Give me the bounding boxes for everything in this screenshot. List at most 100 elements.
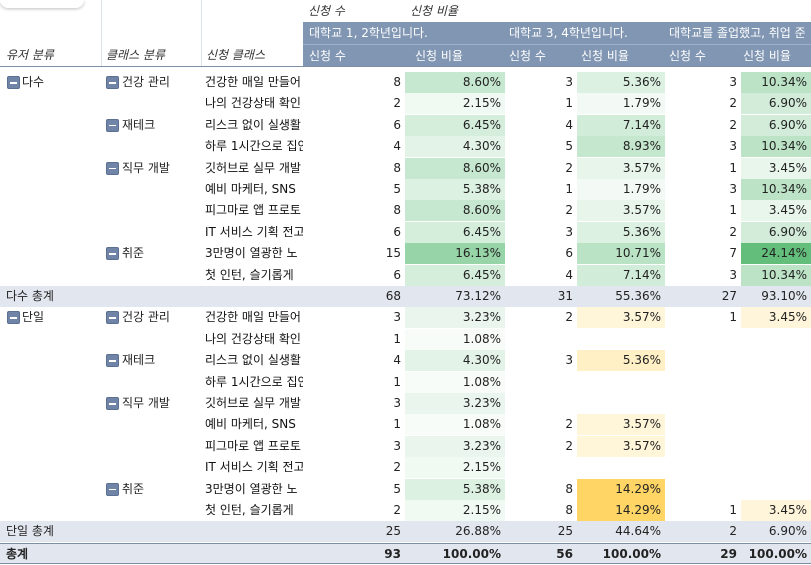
cell-g3c[interactable]	[665, 372, 741, 393]
measure-count-g3[interactable]: 신청 수	[669, 49, 706, 63]
cell-g1c[interactable]: 3	[393, 310, 401, 325]
cell-g1p[interactable]: 4.30%	[405, 350, 505, 372]
collapse-toggle-icon[interactable]	[7, 76, 20, 89]
cell-g1p[interactable]: 4.30%	[405, 136, 505, 158]
cell-g3c[interactable]: 1	[729, 160, 737, 175]
cell-g2p[interactable]: 3.57%	[577, 435, 665, 457]
cell-g1c[interactable]: 25	[385, 524, 401, 539]
cell-user[interactable]: 다수	[22, 75, 45, 89]
cell-g2p[interactable]: 100.00%	[602, 546, 661, 561]
cell-g3p[interactable]: 6.90%	[741, 93, 811, 115]
cell-g3p[interactable]	[741, 414, 811, 435]
cell-g1c[interactable]: 8	[393, 203, 401, 218]
cell-cat[interactable]: 직무 개발	[122, 396, 170, 410]
cell-g1c[interactable]: 5	[393, 481, 401, 496]
cell-g2c[interactable]: 31	[557, 289, 573, 303]
cell-g1p[interactable]: 3.23%	[405, 307, 505, 329]
cell-cls[interactable]: 피그마로 앱 프로토	[205, 438, 301, 453]
cell-g2c[interactable]	[505, 329, 577, 350]
cell-g3p[interactable]	[741, 372, 811, 393]
cell-g2c[interactable]: 2	[565, 160, 573, 175]
cell-user[interactable]: 다수 총계	[6, 289, 54, 303]
cell-g3c[interactable]	[665, 479, 741, 500]
cell-g1p[interactable]: 1.08%	[405, 371, 505, 393]
cell-g3c[interactable]	[665, 350, 741, 371]
measure-count-g1[interactable]: 신청 수	[309, 49, 346, 63]
cell-g2c[interactable]	[505, 457, 577, 478]
cell-g1c[interactable]: 6	[393, 117, 401, 132]
field-class-category[interactable]: 클래스 분류	[106, 48, 166, 62]
cell-g3p[interactable]: 10.34%	[741, 179, 811, 200]
cell-g2c[interactable]: 3	[565, 353, 573, 368]
cell-g3p[interactable]: 10.34%	[741, 264, 811, 286]
cell-g3p[interactable]: 10.34%	[741, 72, 811, 93]
cell-cls[interactable]: 깃허브로 실무 개발	[205, 396, 301, 410]
cell-g3p[interactable]	[741, 329, 811, 350]
cell-cls[interactable]: 하루 1시간으로 집안	[205, 139, 303, 154]
cell-g2p[interactable]: 55.36%	[615, 289, 661, 303]
field-user-category[interactable]: 유저 분류	[6, 48, 54, 62]
cell-cat[interactable]: 재테크	[122, 353, 156, 368]
cell-g2c[interactable]: 3	[565, 75, 573, 89]
cell-g3c[interactable]: 2	[729, 524, 737, 539]
cell-g3p[interactable]: 3.45%	[741, 307, 811, 329]
cell-g2p[interactable]	[577, 457, 665, 478]
cell-cat[interactable]: 재테크	[122, 117, 156, 132]
cell-g3p[interactable]: 3.45%	[741, 157, 811, 179]
cell-cls[interactable]: 나의 건강상태 확인	[205, 331, 301, 346]
cell-g3c[interactable]: 7	[729, 246, 737, 261]
cell-g2p[interactable]	[577, 372, 665, 393]
cell-g2p[interactable]: 14.29%	[577, 500, 665, 521]
cell-g2c[interactable]: 8	[565, 481, 573, 496]
collapse-toggle-icon[interactable]	[106, 311, 119, 325]
cell-g3c[interactable]	[665, 436, 741, 457]
cell-cls[interactable]: 예비 마케터, SNS	[205, 417, 296, 432]
cell-cat[interactable]: 건강 관리	[122, 310, 170, 325]
cell-g2c[interactable]: 4	[565, 267, 573, 282]
cell-cls[interactable]: 첫 인턴, 슬기롭게	[205, 503, 294, 517]
cell-g3p[interactable]: 3.45%	[741, 500, 811, 521]
measure-ratio-g1[interactable]: 신청 비율	[415, 49, 463, 63]
cell-g1p[interactable]: 8.60%	[405, 72, 505, 93]
cell-g1c[interactable]: 1	[393, 417, 401, 432]
cell-g1p[interactable]: 100.00%	[442, 546, 501, 561]
cell-g1p[interactable]: 2.15%	[405, 93, 505, 115]
measure-count-g2[interactable]: 신청 수	[509, 49, 546, 63]
cell-cat[interactable]: 취준	[122, 246, 145, 261]
cell-g2p[interactable]: 5.36%	[577, 350, 665, 372]
cell-g3p[interactable]: 6.90%	[741, 114, 811, 136]
cell-g3p[interactable]: 24.14%	[741, 243, 811, 265]
cell-g2c[interactable]	[505, 372, 577, 393]
cell-g2p[interactable]: 1.79%	[577, 93, 665, 115]
cell-g2p[interactable]: 3.57%	[577, 307, 665, 329]
cell-user[interactable]: 총계	[6, 546, 29, 561]
collapse-toggle-icon[interactable]	[106, 161, 119, 175]
cell-cls[interactable]: 3만명이 열광한 노	[205, 246, 298, 261]
cell-g3c[interactable]: 3	[729, 267, 737, 282]
cell-g3c[interactable]	[665, 393, 741, 414]
cell-g3c[interactable]	[665, 414, 741, 435]
cell-g2p[interactable]: 3.57%	[577, 157, 665, 179]
cell-g2p[interactable]: 44.64%	[615, 524, 661, 539]
cell-g3c[interactable]: 3	[729, 75, 737, 89]
cell-g2c[interactable]: 2	[565, 203, 573, 218]
cell-g1c[interactable]: 2	[393, 460, 401, 475]
collapse-toggle-icon[interactable]	[106, 354, 119, 368]
cell-g3c[interactable]	[665, 457, 741, 478]
collapse-toggle-icon[interactable]	[106, 482, 119, 496]
measure-ratio-g3[interactable]: 신청 비율	[743, 49, 791, 63]
cell-g1p[interactable]: 3.23%	[405, 393, 505, 414]
cell-g1p[interactable]: 1.08%	[405, 414, 505, 436]
cell-cls[interactable]: 리스크 없이 실생활	[205, 353, 301, 368]
cell-g3c[interactable]: 3	[729, 182, 737, 196]
cell-g1c[interactable]: 5	[393, 182, 401, 196]
cell-cls[interactable]: IT 서비스 기획 전고	[205, 224, 303, 239]
cell-cls[interactable]: 나의 건강상태 확인	[205, 96, 301, 111]
cell-g2c[interactable]: 8	[565, 503, 573, 517]
cell-g1p[interactable]: 8.60%	[405, 157, 505, 179]
cell-g1p[interactable]: 26.88%	[455, 524, 501, 539]
cell-cls[interactable]: 예비 마케터, SNS	[205, 182, 296, 196]
cell-g1c[interactable]: 2	[393, 503, 401, 517]
cell-g1c[interactable]: 8	[393, 160, 401, 175]
cell-g3p[interactable]	[741, 393, 811, 414]
